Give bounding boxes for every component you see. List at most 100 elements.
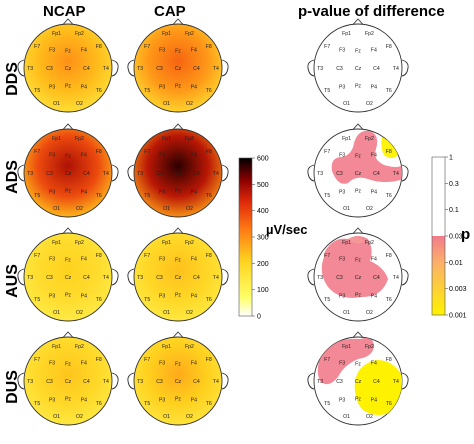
electrode-f3: F3 <box>339 361 345 367</box>
scalp-map <box>133 23 223 113</box>
electrode-f7: F7 <box>324 149 330 155</box>
nose <box>62 123 74 130</box>
electrode-f4: F4 <box>371 153 377 159</box>
electrode-pz: Pz <box>355 293 361 299</box>
electrode-t6: T6 <box>96 401 102 407</box>
electrode-fp2: Fp2 <box>75 136 84 142</box>
electrode-cz: Cz <box>65 171 72 177</box>
electrode-f4: F4 <box>81 361 87 367</box>
electrode-cz: Cz <box>355 66 362 72</box>
electrode-o1: O1 <box>163 310 170 316</box>
scalp-map <box>133 336 223 426</box>
electrode-p4: P4 <box>191 397 197 403</box>
significance-region <box>317 338 402 415</box>
electrode-o2: O2 <box>186 414 193 420</box>
electrode-t6: T6 <box>96 193 102 199</box>
electrode-fz: Fz <box>355 361 361 367</box>
left-ear <box>127 372 135 390</box>
electrode-t3: T3 <box>27 66 33 72</box>
nose <box>172 18 184 25</box>
electrode-f8: F8 <box>96 149 102 155</box>
left-ear <box>17 268 25 286</box>
electrode-fp1: Fp1 <box>342 136 351 142</box>
topomap-pvalue-dus: Fp1 Fp2 F7 F3 Fz F4 F8 T3 C3 Cz C4 T4 T5 P3 Pz P4 T6 O1 O2 <box>307 331 409 426</box>
electrode-f7: F7 <box>144 253 150 259</box>
electrode-pz: Pz <box>175 189 181 195</box>
electrode-fp2: Fp2 <box>365 240 374 246</box>
electrode-cz: Cz <box>355 171 362 177</box>
electrode-t4: T4 <box>393 171 399 177</box>
electrode-o1: O1 <box>343 101 350 107</box>
electrode-t4: T4 <box>103 171 109 177</box>
electrode-t3: T3 <box>27 379 33 385</box>
electrode-f4: F4 <box>371 48 377 54</box>
electrode-pz: Pz <box>175 397 181 403</box>
amp-tick-label: 0 <box>257 314 261 321</box>
electrode-fz: Fz <box>355 153 361 159</box>
electrode-pz: Pz <box>175 293 181 299</box>
electrode-c4: C4 <box>373 171 380 177</box>
electrode-p4: P4 <box>81 397 87 403</box>
electrode-c3: C3 <box>336 275 343 281</box>
electrode-fz: Fz <box>175 257 181 263</box>
electrode-f8: F8 <box>206 357 212 363</box>
electrode-pz: Pz <box>355 397 361 403</box>
significance-region <box>331 130 402 184</box>
electrode-t4: T4 <box>393 379 399 385</box>
amplitude-colorbar <box>238 157 253 317</box>
significance-region <box>321 236 388 298</box>
electrode-fp2: Fp2 <box>185 31 194 37</box>
electrode-pz: Pz <box>175 84 181 90</box>
electrode-o1: O1 <box>343 414 350 420</box>
electrode-o1: O1 <box>53 414 60 420</box>
electrode-c4: C4 <box>83 275 90 281</box>
p-tick-label: 0.003 <box>449 286 467 293</box>
topomap-pvalue-aus: Fp1 Fp2 F7 F3 Fz F4 F8 T3 C3 Cz C4 T4 T5 P3 Pz P4 T6 O1 O2 <box>307 227 409 322</box>
electrode-fp1: Fp1 <box>342 31 351 37</box>
electrode-t5: T5 <box>324 88 330 94</box>
scalp-map <box>23 232 113 322</box>
electrode-t3: T3 <box>317 275 323 281</box>
left-ear <box>307 164 315 182</box>
electrode-c4: C4 <box>83 171 90 177</box>
electrode-fp1: Fp1 <box>342 344 351 350</box>
electrode-fp2: Fp2 <box>75 240 84 246</box>
p-colorbar-label: p <box>461 226 471 243</box>
electrode-c3: C3 <box>46 379 53 385</box>
electrode-t4: T4 <box>103 379 109 385</box>
electrode-c3: C3 <box>156 66 163 72</box>
electrode-f8: F8 <box>206 253 212 259</box>
electrode-f3: F3 <box>49 153 55 159</box>
p-tick-label: 0.001 <box>449 313 467 320</box>
electrode-f3: F3 <box>49 48 55 54</box>
electrode-c3: C3 <box>156 379 163 385</box>
electrode-o1: O1 <box>53 310 60 316</box>
electrode-t5: T5 <box>324 297 330 303</box>
electrode-fp1: Fp1 <box>52 136 61 142</box>
p-tick-label: 1 <box>449 155 453 162</box>
electrode-o1: O1 <box>163 101 170 107</box>
p-value-header: p-value of difference <box>298 3 445 20</box>
electrode-fp2: Fp2 <box>75 31 84 37</box>
electrode-fp1: Fp1 <box>162 136 171 142</box>
electrode-c3: C3 <box>46 66 53 72</box>
electrode-t4: T4 <box>103 275 109 281</box>
right-ear <box>401 268 409 286</box>
right-ear <box>111 372 119 390</box>
electrode-f3: F3 <box>159 257 165 263</box>
electrode-f7: F7 <box>324 44 330 50</box>
electrode-t3: T3 <box>137 171 143 177</box>
topomap-pvalue-dds: Fp1 Fp2 F7 F3 Fz F4 F8 T3 C3 Cz C4 T4 T5 P3 Pz P4 T6 O1 O2 <box>307 18 409 113</box>
electrode-p3: P3 <box>49 189 55 195</box>
electrode-p3: P3 <box>159 84 165 90</box>
electrode-f3: F3 <box>159 153 165 159</box>
electrode-fz: Fz <box>175 361 181 367</box>
electrode-fz: Fz <box>65 48 71 54</box>
right-ear <box>401 59 409 77</box>
electrode-o1: O1 <box>343 310 350 316</box>
right-ear <box>111 164 119 182</box>
electrode-p4: P4 <box>81 84 87 90</box>
cap-header: CAP <box>154 3 186 20</box>
electrode-t3: T3 <box>27 171 33 177</box>
electrode-fz: Fz <box>355 48 361 54</box>
